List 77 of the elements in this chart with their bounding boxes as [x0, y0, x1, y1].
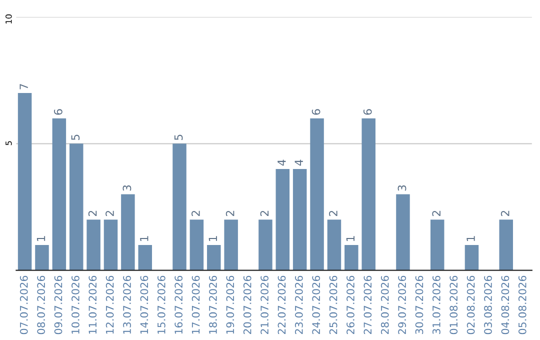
data-label: 6: [312, 109, 320, 115]
data-label: 2: [192, 210, 200, 216]
bar: [292, 168, 307, 270]
x-tick-label: 17.07.2026: [192, 276, 200, 334]
data-label: 6: [363, 109, 372, 115]
x-tick-label: 08.07.2026: [37, 276, 46, 334]
x-tick-label: 23.07.2026: [294, 276, 303, 334]
x-tick-label: 07.07.2026: [20, 276, 28, 334]
bar: [362, 118, 376, 270]
x-tick-label: 26.07.2026: [346, 276, 354, 334]
bar: [396, 194, 410, 270]
data-label: 1: [346, 236, 354, 241]
x-tick-label: 19.07.2026: [226, 276, 234, 334]
bar: [172, 144, 186, 270]
data-label: 1: [36, 236, 46, 241]
data-label: 7: [20, 84, 28, 90]
data-label: 2: [88, 210, 97, 216]
bar: [430, 220, 444, 270]
bar: [35, 244, 49, 270]
bar: [18, 92, 32, 270]
data-label: 5: [174, 134, 183, 140]
x-tick-label: 02.08.2026: [466, 276, 475, 334]
bar: [464, 244, 479, 270]
x-tick-label: 31.07.2026: [432, 276, 440, 334]
x-tick-label: 01.08.2026: [450, 276, 458, 334]
data-label: 1: [140, 236, 148, 241]
x-tick-label: 28.07.2026: [380, 276, 389, 334]
bar: [86, 220, 100, 270]
bar: [310, 118, 324, 270]
x-tick-label: 09.07.2026: [54, 276, 62, 334]
data-label: 3: [398, 185, 406, 191]
data-label: 2: [432, 210, 440, 216]
bar: [344, 244, 358, 270]
x-tick-label: 05.08.2026: [518, 276, 526, 334]
y-tick-label: 10: [6, 14, 12, 24]
x-tick-label: 14.07.2026: [140, 276, 148, 334]
x-tick-label: 13.07.2026: [123, 276, 131, 334]
data-label: 4: [278, 160, 286, 166]
x-tick-label: 29.07.2026: [398, 276, 406, 334]
data-label: 1: [208, 236, 217, 241]
x-tick-label: 18.07.2026: [209, 276, 217, 334]
data-label: 1: [466, 236, 475, 241]
bar: [258, 220, 272, 270]
bar: [207, 244, 221, 270]
x-tick-label: 20.07.2026: [243, 276, 252, 334]
x-tick-label: 24.07.2026: [312, 276, 320, 334]
x-tick-label: 11.07.2026: [88, 276, 97, 334]
x-tick-label: 27.07.2026: [364, 276, 372, 334]
data-label: 4: [294, 160, 303, 166]
bar: [52, 118, 66, 270]
bar: [69, 144, 84, 270]
x-tick-label: 10.07.2026: [72, 276, 80, 334]
x-tick-label: 03.08.2026: [484, 276, 492, 334]
x-tick-label: 15.07.2026: [157, 276, 166, 334]
bar: [327, 220, 342, 270]
x-tick-label: 30.07.2026: [415, 276, 424, 334]
data-label: 3: [122, 185, 132, 191]
bar: [138, 244, 152, 270]
bar: [121, 194, 135, 270]
x-tick-label: 04.08.2026: [501, 276, 510, 334]
data-label: 2: [226, 210, 234, 216]
bar: [499, 220, 513, 270]
data-label: 2: [106, 210, 114, 216]
data-label: 6: [54, 109, 62, 115]
bar: [224, 220, 238, 270]
x-tick-label: 12.07.2026: [106, 276, 114, 334]
bar: [276, 168, 290, 270]
x-tick-label: 16.07.2026: [174, 276, 183, 334]
bar: [104, 220, 118, 270]
x-tick-label: 22.07.2026: [278, 276, 286, 334]
data-label: 5: [71, 134, 80, 140]
data-label: 2: [329, 210, 338, 216]
data-label: 2: [500, 210, 510, 216]
bar: [190, 220, 204, 270]
x-tick-label: 21.07.2026: [260, 276, 268, 334]
x-tick-label: 25.07.2026: [329, 276, 338, 334]
data-label: 2: [260, 210, 269, 216]
